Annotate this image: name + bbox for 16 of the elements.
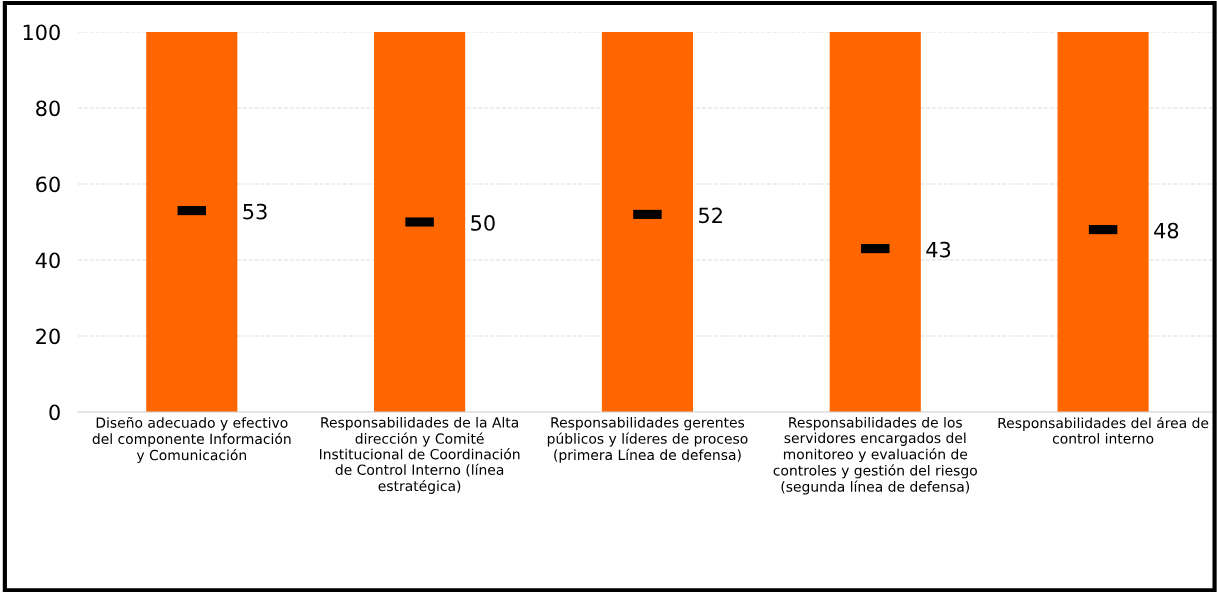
y-tick-label: 100 — [23, 24, 60, 41]
y-tick-label: 40 — [35, 252, 60, 269]
data-label: 52 — [699, 207, 722, 224]
data-label: 53 — [243, 203, 267, 220]
y-tick-label: 0 — [49, 404, 60, 421]
y-tick-label: 20 — [36, 328, 60, 345]
y-tick-label: 60 — [36, 176, 60, 193]
data-label: 50 — [471, 215, 495, 231]
x-tick-label: Responsabilidades de los servidores encargados del monitoreo y evaluación de controles y gestión del riesgo (segunda línea de defensa) — [773, 416, 977, 495]
x-tick-label: Responsabilidades gerentes públicos y líderes de proceso (primera Línea de defensa) — [547, 416, 748, 463]
x-tick-label: Responsabilidades del área de control interno — [998, 416, 1209, 444]
data-label: 48 — [1154, 222, 1179, 239]
data-label: 43 — [926, 241, 951, 258]
x-tick-label: Diseño adecuado y efectivo del componente Información y Comunicación — [92, 416, 291, 464]
y-tick-label: 80 — [36, 100, 60, 117]
x-tick-label: Responsabilidades de la Alta dirección y Comité Institucional de Coordinación de Control Interno (línea estratégica) — [319, 416, 520, 494]
